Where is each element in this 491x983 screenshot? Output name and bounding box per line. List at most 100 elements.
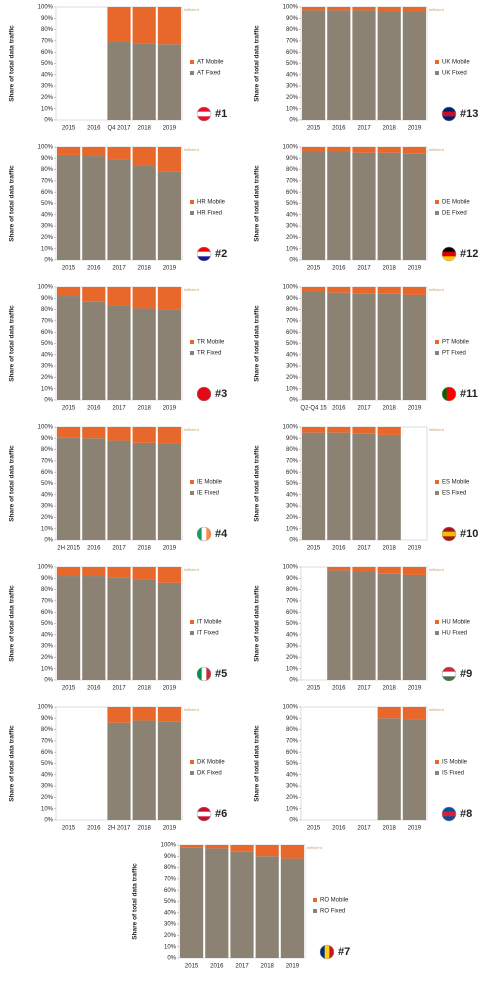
bar-segment <box>132 147 156 166</box>
rank: #9 <box>460 668 472 680</box>
legend-label: RO Mobile <box>320 898 349 904</box>
y-tick-label: 30% <box>41 644 54 650</box>
bar-segment <box>302 151 326 260</box>
legend-swatch <box>190 211 194 215</box>
y-tick-label: 50% <box>286 621 299 627</box>
y-tick-label: 90% <box>286 716 299 722</box>
legend-swatch <box>435 340 439 344</box>
bar-segment <box>302 291 326 400</box>
y-tick-label: 0% <box>289 678 298 684</box>
flag-stripe <box>206 667 211 681</box>
y-tick-label: 20% <box>286 655 299 661</box>
y-axis-title: Share of total data traffic <box>9 25 16 102</box>
legend-label: UK Fixed <box>442 71 467 77</box>
watermark: tefficient <box>184 427 200 432</box>
bar-segment <box>402 574 426 680</box>
y-tick-label: 20% <box>41 795 54 801</box>
y-tick-label: 30% <box>41 364 54 370</box>
chart: Share of total data traffic tefficient 0% 1… <box>9 5 228 132</box>
bar-segment <box>352 427 376 434</box>
y-tick-label: 30% <box>41 224 54 230</box>
rank: #7 <box>338 946 350 958</box>
flag-stripe <box>442 807 456 812</box>
y-tick-label: 70% <box>41 38 54 44</box>
bar-segment <box>132 707 156 721</box>
bar-segment <box>327 151 351 260</box>
y-tick-label: 70% <box>286 178 299 184</box>
watermark: tefficient <box>307 845 323 850</box>
bar-segment <box>327 432 351 540</box>
bar-segment <box>57 147 81 155</box>
flag <box>442 247 456 261</box>
bar-segment <box>157 147 181 172</box>
y-tick-label: 20% <box>41 515 54 521</box>
watermark: tefficient <box>184 147 200 152</box>
y-tick-label: 20% <box>286 95 299 101</box>
bar-segment <box>57 437 81 540</box>
bar-segment <box>57 576 81 680</box>
flag-outline <box>196 526 212 542</box>
x-tick-label: 2016 <box>332 546 346 552</box>
bar-segment <box>402 707 426 720</box>
rank: #10 <box>460 528 478 540</box>
bar-segment <box>377 11 401 120</box>
y-tick-label: 50% <box>41 761 54 767</box>
y-tick-label: 80% <box>41 587 54 593</box>
x-tick-label: Q2-Q4 15 <box>300 406 327 412</box>
x-tick-label: 2016 <box>87 126 101 132</box>
flag-stripe <box>329 945 334 959</box>
y-axis-title: Share of total data traffic <box>9 585 16 662</box>
legend-label: DK Fixed <box>197 771 222 777</box>
flag-stripe <box>197 807 211 812</box>
flag-outline <box>441 106 457 122</box>
bar-segment <box>352 10 376 121</box>
flag-stripe <box>324 945 330 959</box>
y-tick-label: 90% <box>41 716 54 722</box>
x-tick-label: 2016 <box>332 126 346 132</box>
x-tick-label: 2016 <box>87 546 101 552</box>
x-tick-label: 2017 <box>112 546 126 552</box>
y-axis-title: Share of total data traffic <box>9 165 16 242</box>
y-tick-label: 80% <box>286 727 299 733</box>
x-tick-label: 2017 <box>357 546 371 552</box>
x-tick-label: 2019 <box>408 826 422 832</box>
flag-stripe <box>197 251 211 257</box>
bar-segment <box>157 287 181 310</box>
x-tick-label: 2019 <box>408 546 422 552</box>
x-tick-label: 2016 <box>332 826 346 832</box>
legend-swatch <box>190 60 194 64</box>
chart: Share of total data traffic tefficient 0% 1… <box>9 285 228 412</box>
watermark: tefficient <box>184 567 200 572</box>
y-tick-label: 70% <box>286 318 299 324</box>
y-tick-label: 70% <box>286 598 299 604</box>
y-tick-label: 90% <box>286 296 299 302</box>
legend-label: IT Fixed <box>197 631 219 637</box>
x-tick-label: 2016 <box>332 406 346 412</box>
flag-stripe <box>197 107 211 112</box>
y-tick-label: 40% <box>41 492 54 498</box>
y-tick-label: 80% <box>41 167 54 173</box>
bar-segment <box>327 7 351 11</box>
legend-label: IT Mobile <box>197 620 222 626</box>
y-tick-label: 10% <box>41 106 54 112</box>
watermark: tefficient <box>429 287 445 292</box>
flag <box>442 527 456 541</box>
legend-swatch <box>435 480 439 484</box>
y-tick-label: 50% <box>41 201 54 207</box>
bar-segment <box>132 287 156 309</box>
bar-segment <box>302 287 326 292</box>
x-tick-label: Q4 2017 <box>107 126 131 132</box>
watermark: tefficient <box>429 707 445 712</box>
y-tick-label: 80% <box>286 167 299 173</box>
legend-label: UK Mobile <box>442 60 470 66</box>
flag-stripe <box>197 527 202 541</box>
y-tick-label: 80% <box>41 727 54 733</box>
rank: #4 <box>215 528 228 540</box>
flag-stripe <box>442 667 456 672</box>
y-tick-label: 20% <box>286 515 299 521</box>
chart: Share of total data traffic tefficient 0% 1… <box>9 425 228 552</box>
x-tick-label: 2018 <box>138 686 152 692</box>
y-tick-label: 40% <box>41 212 54 218</box>
bar-segment <box>107 722 131 820</box>
